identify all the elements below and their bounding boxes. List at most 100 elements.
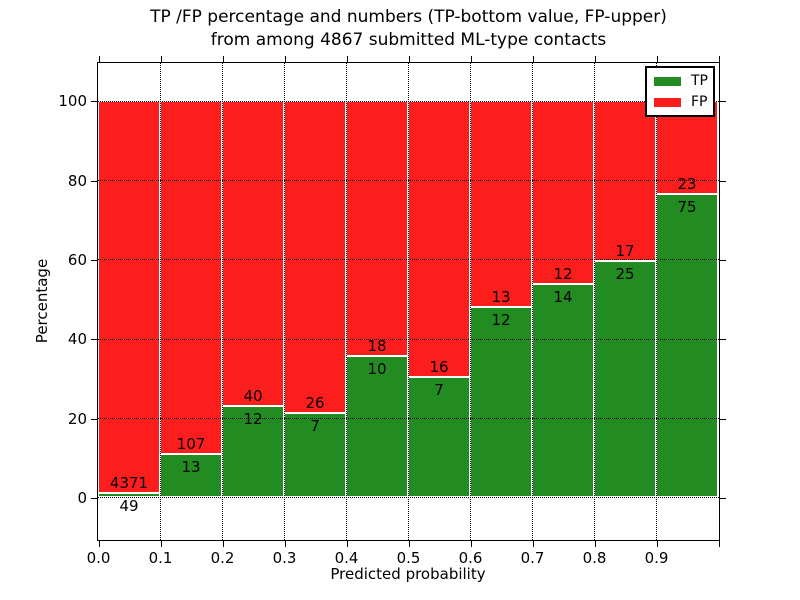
bar-label-fp-count: 13	[491, 287, 511, 306]
bar-segment-fp	[532, 100, 594, 284]
bar-label-tp-count: 25	[615, 265, 635, 284]
gridline-vertical	[532, 63, 533, 540]
gridline-vertical	[656, 63, 657, 540]
x-tick-bottom	[594, 541, 596, 547]
x-tick-bottom	[160, 541, 162, 547]
bar-segment-tp	[470, 306, 532, 498]
bar-segment-tp	[594, 261, 656, 498]
x-tick-label: 0.9	[644, 549, 669, 567]
x-tick-top	[98, 56, 100, 62]
bar-segment-fp	[98, 100, 160, 493]
y-tick-left	[91, 101, 97, 103]
bar-label-tp-count: 13	[181, 458, 201, 477]
bar-label-fp-count: 4371	[109, 473, 149, 492]
x-tick-top	[470, 56, 472, 62]
bar-label-fp-count: 16	[429, 357, 449, 376]
plot-area: 4371 49 107 13 40 12 26 7 18 10 16 7 13 12 12 14 17 25 23 7…	[97, 62, 720, 541]
y-tick-label: 80	[67, 171, 87, 190]
bar-label-fp-count: 18	[367, 336, 387, 355]
bar-segment-tp	[656, 193, 718, 498]
x-tick-label: 0.6	[458, 549, 483, 567]
x-tick-top	[160, 56, 162, 62]
bar-label-fp-count: 23	[677, 174, 697, 193]
y-tick-left	[91, 418, 97, 420]
bar-label-tp-count: 49	[119, 496, 139, 515]
chart-title: TP /FP percentage and numbers (TP-bottom…	[97, 6, 720, 52]
gridline-vertical	[408, 63, 409, 540]
y-tick-left	[91, 259, 97, 261]
x-tick-bottom	[532, 541, 534, 547]
x-tick-label: 0.1	[148, 549, 173, 567]
bar-label-fp-count: 26	[305, 394, 325, 413]
x-tick-bottom	[470, 541, 472, 547]
x-tick-label: 0.5	[396, 549, 421, 567]
y-tick-left	[91, 339, 97, 341]
gridline-vertical	[594, 63, 595, 540]
bar-label-tp-count: 12	[491, 310, 511, 329]
bar-segment-fp	[222, 100, 284, 406]
bar-label-fp-count: 12	[553, 264, 573, 283]
gridline-vertical	[222, 63, 223, 540]
x-axis-label: Predicted probability	[330, 565, 486, 583]
y-tick-right	[720, 180, 726, 182]
bar-label-tp-count: 7	[434, 380, 444, 399]
fp-color-swatch	[654, 97, 681, 107]
bar-label-tp-count: 75	[677, 197, 697, 216]
x-tick-bottom	[656, 541, 658, 547]
x-tick-top	[346, 56, 348, 62]
x-tick-label: 0.8	[582, 549, 607, 567]
bar-label-fp-count: 107	[176, 435, 206, 454]
bar-segment-tp	[532, 283, 594, 498]
bar-segment-tp	[346, 355, 408, 498]
x-tick-label: 0.3	[272, 549, 297, 567]
gridline-vertical	[346, 63, 347, 540]
x-tick-top	[222, 56, 224, 62]
x-tick-label: 0.0	[86, 549, 111, 567]
x-tick-bottom	[284, 541, 286, 547]
x-tick-top	[594, 56, 596, 62]
y-tick-right	[720, 101, 726, 103]
x-tick-bottom	[346, 541, 348, 547]
gridline-vertical	[160, 63, 161, 540]
bar-segment-tp	[160, 454, 222, 498]
y-tick-label: 40	[67, 330, 87, 349]
y-tick-right	[720, 418, 726, 420]
chart-title-line2: from among 4867 submitted ML-type contac…	[210, 30, 607, 50]
bar-label-fp-count: 40	[243, 386, 263, 405]
bar-segment-tp	[98, 492, 160, 498]
x-tick-label: 0.4	[334, 549, 359, 567]
tp-color-swatch	[654, 76, 681, 86]
bar-segment-fp	[284, 100, 346, 414]
bar-label-tp-count: 10	[367, 359, 387, 378]
bar-segment-fp	[408, 100, 470, 377]
x-tick-label: 0.2	[210, 549, 235, 567]
legend-item-tp: TP	[654, 73, 708, 89]
x-tick-top	[408, 56, 410, 62]
x-tick-top	[718, 56, 720, 62]
y-tick-left	[91, 497, 97, 499]
x-tick-bottom	[98, 541, 100, 547]
x-tick-bottom	[408, 541, 410, 547]
gridline-vertical	[284, 63, 285, 540]
x-tick-bottom	[222, 541, 224, 547]
y-tick-label: 0	[77, 488, 87, 507]
bar-label-tp-count: 14	[553, 287, 573, 306]
y-tick-right	[720, 497, 726, 499]
y-tick-label: 100	[58, 92, 87, 111]
bar-segment-tp	[284, 413, 346, 498]
x-tick-top	[532, 56, 534, 62]
legend-label-fp: FP	[691, 94, 708, 110]
bar-segment-fp	[470, 100, 532, 307]
legend-item-fp: FP	[654, 94, 708, 110]
bar-label-tp-count: 12	[243, 409, 263, 428]
x-tick-bottom	[718, 541, 720, 547]
gridline-vertical	[470, 63, 471, 540]
y-tick-right	[720, 339, 726, 341]
x-tick-top	[656, 56, 658, 62]
chart-title-line1: TP /FP percentage and numbers (TP-bottom…	[150, 7, 667, 27]
bar-label-fp-count: 17	[615, 242, 635, 261]
legend-label-tp: TP	[691, 73, 708, 89]
y-tick-label: 20	[67, 409, 87, 428]
bar-segment-fp	[346, 100, 408, 356]
